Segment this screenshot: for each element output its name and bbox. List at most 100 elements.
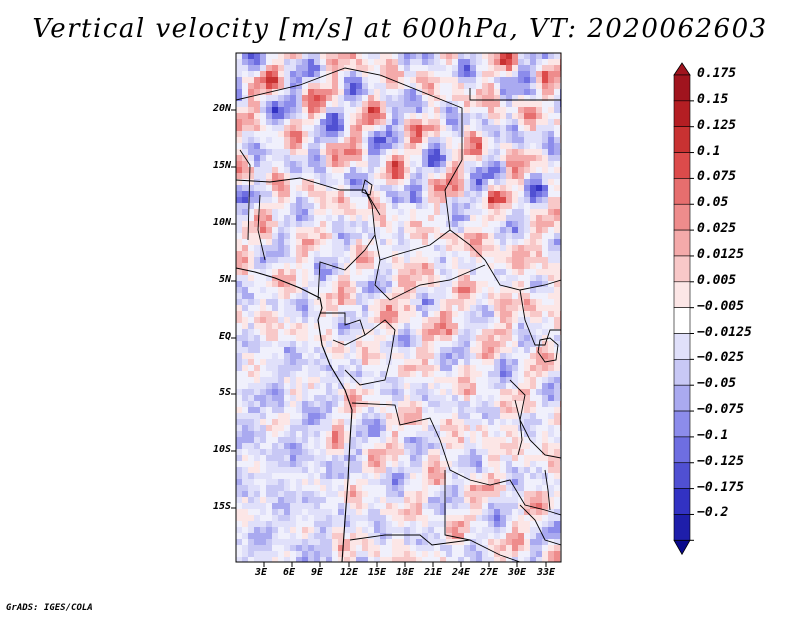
field-cell <box>530 419 536 425</box>
field-cell <box>362 149 368 155</box>
field-cell <box>386 311 392 317</box>
field-cell <box>236 413 242 419</box>
field-cell <box>236 71 242 77</box>
field-cell <box>506 245 512 251</box>
lon-label: 15E <box>368 567 387 578</box>
field-cell <box>254 317 260 323</box>
field-cell <box>332 515 338 521</box>
field-cell <box>284 131 290 137</box>
field-cell <box>242 59 248 65</box>
field-cell <box>290 545 296 551</box>
field-cell <box>296 437 302 443</box>
field-cell <box>464 59 470 65</box>
field-cell <box>554 527 560 533</box>
field-cell <box>380 515 386 521</box>
field-cell <box>482 83 488 89</box>
field-cell <box>398 155 404 161</box>
field-cell <box>458 527 464 533</box>
field-cell <box>494 107 500 113</box>
field-cell <box>500 545 506 551</box>
field-cell <box>284 221 290 227</box>
field-cell <box>422 185 428 191</box>
field-cell <box>332 167 338 173</box>
field-cell <box>524 179 530 185</box>
field-cell <box>518 491 524 497</box>
field-cell <box>392 353 398 359</box>
field-cell <box>296 305 302 311</box>
field-cell <box>374 455 380 461</box>
field-cell <box>512 557 518 562</box>
field-cell <box>434 425 440 431</box>
field-cell <box>338 491 344 497</box>
field-cell <box>512 305 518 311</box>
field-cell <box>488 317 494 323</box>
field-cell <box>464 329 470 335</box>
field-cell <box>356 431 362 437</box>
field-cell <box>284 269 290 275</box>
field-cell <box>476 167 482 173</box>
field-cell <box>242 503 248 509</box>
field-cell <box>266 203 272 209</box>
field-cell <box>446 347 452 353</box>
field-cell <box>290 155 296 161</box>
field-cell <box>416 461 422 467</box>
field-cell <box>350 311 356 317</box>
field-cell <box>368 131 374 137</box>
field-cell <box>272 311 278 317</box>
field-cell <box>548 89 554 95</box>
field-cell <box>470 365 476 371</box>
field-cell <box>380 209 386 215</box>
field-cell <box>416 497 422 503</box>
field-cell <box>470 239 476 245</box>
field-cell <box>260 539 266 545</box>
field-cell <box>314 83 320 89</box>
field-cell <box>476 539 482 545</box>
field-cell <box>518 59 524 65</box>
field-cell <box>278 203 284 209</box>
field-cell <box>506 203 512 209</box>
field-cell <box>350 539 356 545</box>
field-cell <box>248 275 254 281</box>
field-cell <box>506 95 512 101</box>
field-cell <box>338 275 344 281</box>
field-cell <box>302 347 308 353</box>
field-cell <box>242 215 248 221</box>
field-cell <box>386 107 392 113</box>
field-cell <box>242 185 248 191</box>
field-cell <box>548 179 554 185</box>
field-cell <box>338 299 344 305</box>
field-cell <box>380 521 386 527</box>
field-cell <box>356 83 362 89</box>
field-cell <box>332 107 338 113</box>
field-cell <box>296 425 302 431</box>
field-cell <box>512 533 518 539</box>
field-cell <box>350 395 356 401</box>
field-cell <box>326 131 332 137</box>
field-cell <box>260 221 266 227</box>
field-cell <box>338 215 344 221</box>
field-cell <box>422 527 428 533</box>
field-cell <box>416 401 422 407</box>
field-cell <box>278 515 284 521</box>
field-cell <box>434 317 440 323</box>
field-cell <box>248 113 254 119</box>
colorbar-segment <box>673 514 691 541</box>
field-cell <box>338 227 344 233</box>
field-cell <box>464 455 470 461</box>
field-cell <box>386 227 392 233</box>
field-cell <box>266 365 272 371</box>
field-cell <box>290 371 296 377</box>
field-cell <box>242 131 248 137</box>
field-cell <box>548 521 554 527</box>
field-cell <box>368 107 374 113</box>
field-cell <box>434 113 440 119</box>
field-cell <box>302 77 308 83</box>
field-cell <box>422 353 428 359</box>
field-cell <box>506 497 512 503</box>
field-cell <box>470 491 476 497</box>
field-cell <box>374 377 380 383</box>
field-cell <box>410 449 416 455</box>
field-cell <box>392 131 398 137</box>
field-cell <box>470 113 476 119</box>
field-cell <box>404 473 410 479</box>
